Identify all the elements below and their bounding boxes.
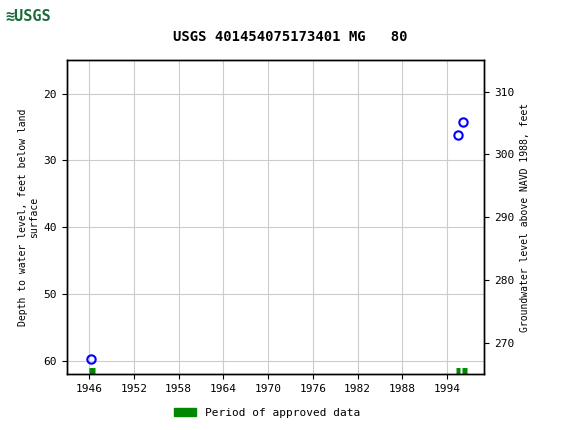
Y-axis label: Groundwater level above NAVD 1988, feet: Groundwater level above NAVD 1988, feet — [520, 103, 530, 332]
Text: USGS 401454075173401 MG   80: USGS 401454075173401 MG 80 — [173, 30, 407, 43]
FancyBboxPatch shape — [3, 3, 78, 30]
Text: ≋USGS: ≋USGS — [6, 9, 52, 24]
Y-axis label: Depth to water level, feet below land
surface: Depth to water level, feet below land su… — [18, 108, 39, 326]
Legend: Period of approved data: Period of approved data — [169, 403, 364, 422]
